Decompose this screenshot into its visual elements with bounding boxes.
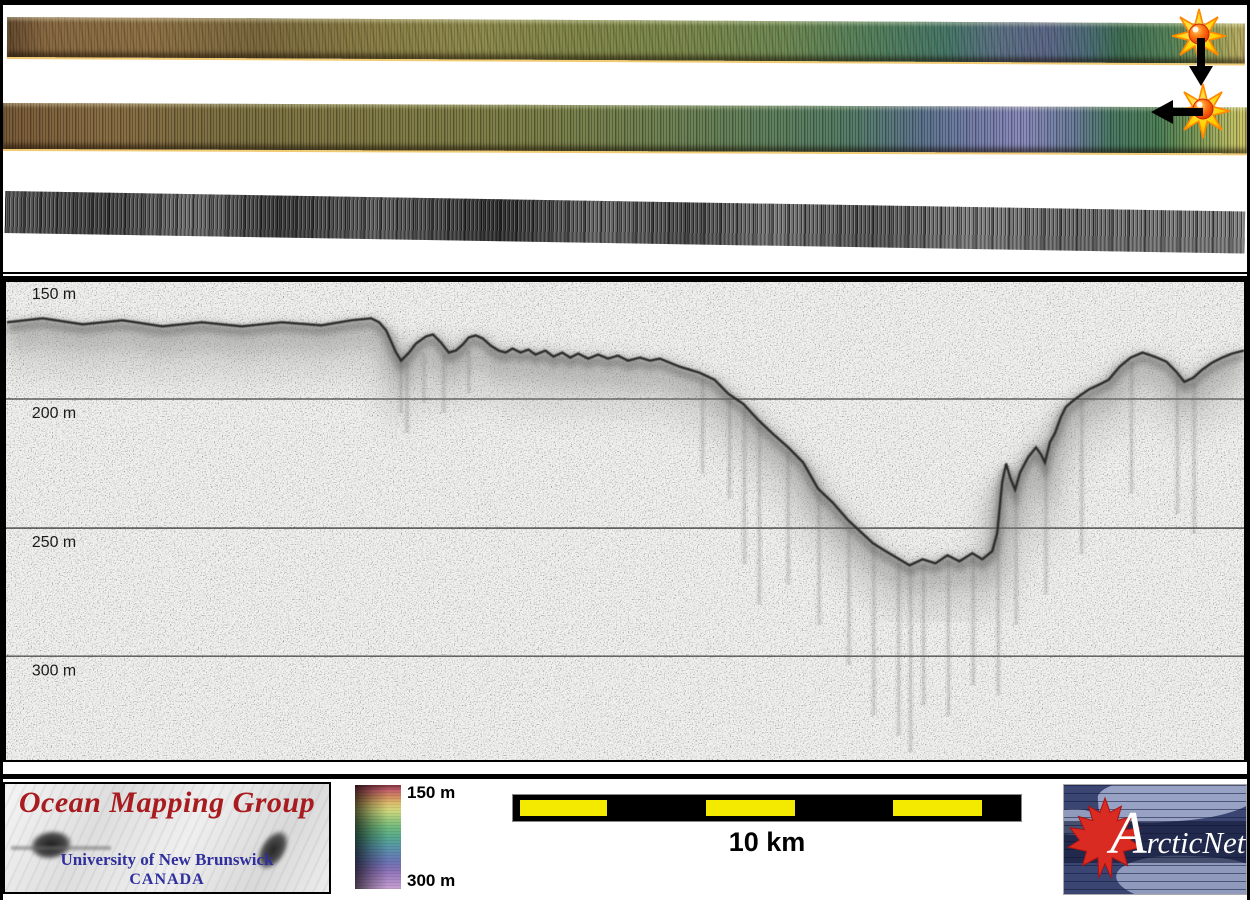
backscatter-swath xyxy=(4,191,1246,254)
seafloor-fuzz-mid xyxy=(6,321,1244,595)
arrow-left-icon xyxy=(1151,100,1203,129)
arcticnet-logo: ArcticNet xyxy=(1063,784,1247,895)
scale-bar-segment xyxy=(520,800,607,816)
white-gap-band xyxy=(3,762,1247,774)
depth-colorbar xyxy=(355,785,401,889)
maple-leaf-icon xyxy=(1066,795,1144,886)
bathymetry-swath-north-lit xyxy=(6,17,1246,64)
depth-label-150m: 150 m xyxy=(32,285,76,303)
panel-divider xyxy=(3,272,1247,274)
depth-label-300m: 300 m xyxy=(32,661,76,679)
arcticnet-rest: rcticNet xyxy=(1146,825,1246,860)
scale-bar-segment xyxy=(706,800,795,816)
arrow-down-icon xyxy=(1189,38,1213,91)
seafloor-fuzz-near xyxy=(6,318,1244,576)
colorbar-top-label: 150 m xyxy=(407,783,456,802)
omg-title: Ocean Mapping Group xyxy=(18,786,316,819)
omg-canada-line: CANADA xyxy=(129,871,205,888)
omg-university-line: University of New Brunswick xyxy=(60,850,274,869)
arcticnet-initial: A xyxy=(1110,800,1147,866)
scale-bar-label: 10 km xyxy=(728,827,806,857)
bathymetry-swath-west-lit xyxy=(3,103,1247,154)
footer: Ocean Mapping Group University of New Br… xyxy=(3,774,1247,900)
depth-label-200m: 200 m xyxy=(32,404,76,422)
scale-bar xyxy=(512,794,1022,822)
subbottom-profile-panel: 150 m 200 m 250 m 300 m xyxy=(3,276,1247,762)
swath-panel xyxy=(3,5,1247,271)
colorbar-bottom-label: 300 m xyxy=(407,871,456,890)
arcticnet-wordmark: ArcticNet xyxy=(1110,803,1245,863)
omg-logo: Ocean Mapping Group University of New Br… xyxy=(3,782,331,894)
depth-label-250m: 250 m xyxy=(32,533,76,551)
seafloor-trace xyxy=(6,317,1244,567)
scale-bar-segment xyxy=(893,800,982,816)
echogram-svg: 150 m 200 m 250 m 300 m xyxy=(6,282,1244,760)
sonar-streak xyxy=(11,846,111,850)
